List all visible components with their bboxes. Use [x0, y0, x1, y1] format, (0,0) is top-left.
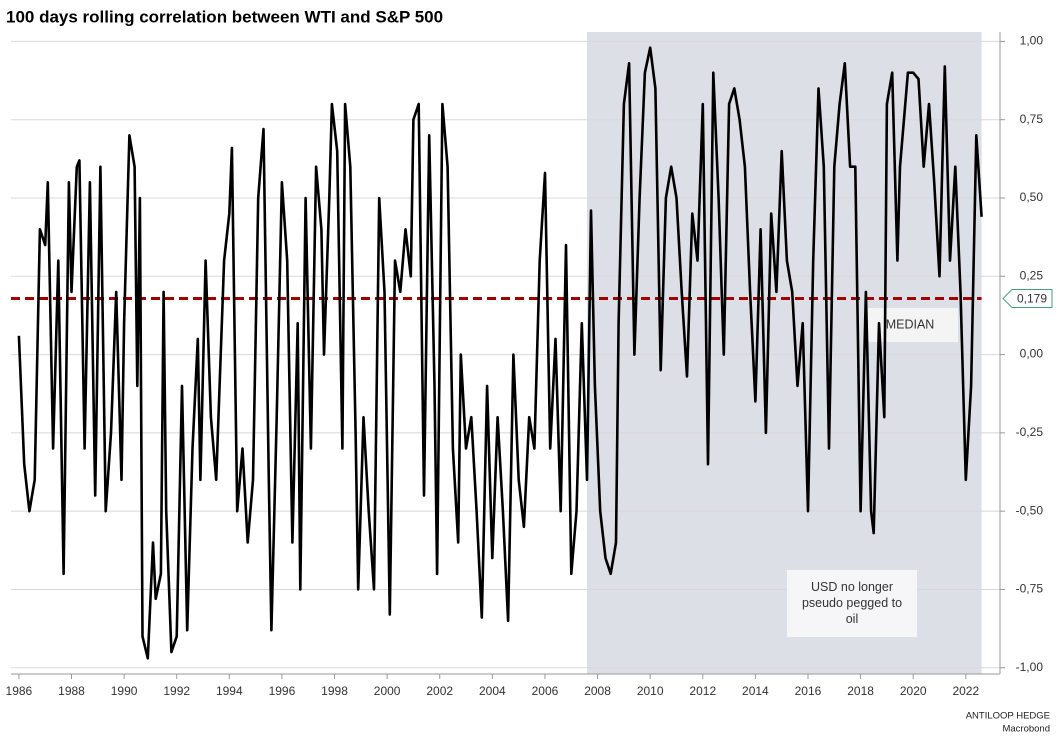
chart-title: 100 days rolling correlation between WTI… — [6, 7, 443, 26]
x-tick-label: 2004 — [479, 684, 506, 698]
annotation-box — [787, 570, 917, 637]
x-tick-label: 1998 — [321, 684, 348, 698]
median-value-label: 0,179 — [1017, 292, 1047, 306]
x-tick-label: 2006 — [532, 684, 559, 698]
x-tick-label: 2022 — [952, 684, 979, 698]
x-tick-label: 2012 — [689, 684, 716, 698]
x-tick-label: 2000 — [374, 684, 401, 698]
x-tick-label: 1992 — [163, 684, 190, 698]
series-line — [17, 46, 983, 660]
x-tick-label: 1994 — [216, 684, 243, 698]
x-tick-label: 1996 — [269, 684, 296, 698]
y-tick-label: 0,75 — [1020, 112, 1044, 126]
y-tick-label: -0,25 — [1016, 425, 1044, 439]
x-tick-label: 2008 — [584, 684, 611, 698]
x-tick-label: 2020 — [900, 684, 927, 698]
y-tick-label: -0,50 — [1016, 503, 1044, 517]
x-tick-label: 1990 — [111, 684, 138, 698]
median-label: MEDIAN — [886, 317, 935, 331]
y-tick-label: -1,00 — [1016, 660, 1044, 674]
y-tick-label: 0,50 — [1020, 190, 1044, 204]
y-tick-label: 0,00 — [1020, 347, 1044, 361]
median-label-box — [866, 308, 958, 342]
source: ANTILOOP HEDGE — [966, 711, 1050, 722]
x-tick-label: 2002 — [426, 684, 453, 698]
x-tick-label: 1986 — [6, 684, 33, 698]
y-tick-label: 0,25 — [1020, 268, 1044, 282]
y-tick-label: -0,75 — [1016, 582, 1044, 596]
shaded-region — [587, 32, 982, 674]
x-tick-label: 2014 — [742, 684, 769, 698]
shade-annotation: USD no longer pseudo pegged to oil — [802, 580, 902, 626]
source: Macrobond — [1002, 724, 1050, 735]
median-marker — [1002, 289, 1053, 309]
y-tick-label: 1,00 — [1020, 34, 1044, 48]
x-tick-label: 2010 — [637, 684, 664, 698]
x-tick-label: 2016 — [795, 684, 822, 698]
x-tick-label: 2018 — [847, 684, 874, 698]
x-tick-label: 1988 — [58, 684, 85, 698]
